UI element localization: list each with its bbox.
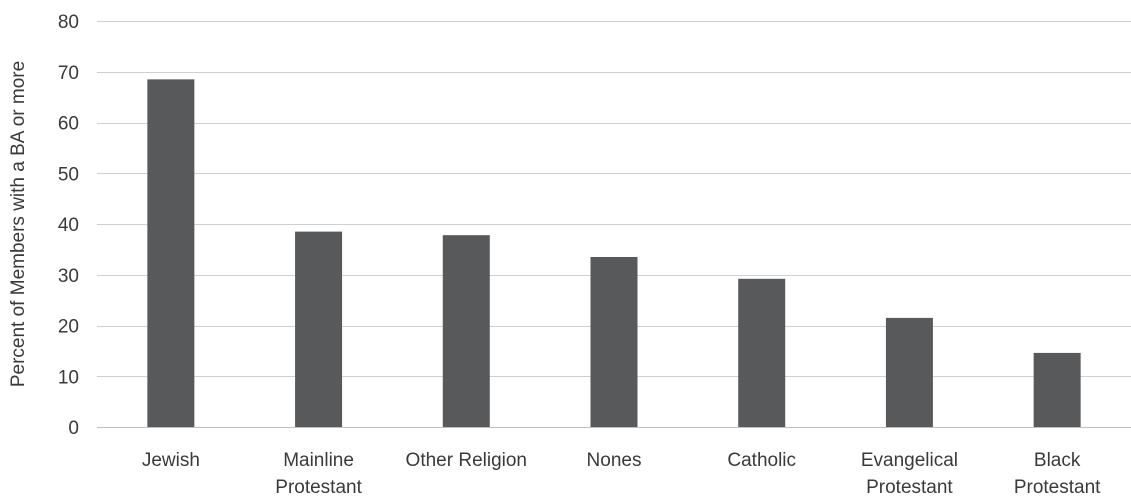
x-axis-categories: Jewish Mainline Protestant Other Religion No… <box>142 450 1101 496</box>
x-category-label: Evangelical Protestant <box>861 450 958 496</box>
x-category-label: Mainline Protestant <box>275 450 362 496</box>
x-category-label: Catholic <box>727 450 796 471</box>
bar <box>1033 352 1081 427</box>
x-category-label: Other Religion <box>406 450 527 471</box>
gridlines <box>97 21 1131 428</box>
bar <box>442 235 490 427</box>
y-tick-label: 50 <box>58 164 79 185</box>
y-tick-label: 10 <box>58 367 79 388</box>
y-tick-label: 40 <box>58 215 79 236</box>
y-tick-label: 70 <box>58 63 79 84</box>
bar <box>295 231 343 427</box>
y-tick-label: 30 <box>58 266 79 287</box>
bar <box>147 79 195 428</box>
y-tick-label: 20 <box>58 317 79 338</box>
x-category-label: Nones <box>587 450 642 471</box>
y-tick-label: 0 <box>68 418 79 439</box>
y-axis-label: Percent of Members with a BA or more <box>8 61 29 387</box>
y-tick-label: 80 <box>58 12 79 33</box>
bar <box>885 317 933 427</box>
bar <box>738 278 786 427</box>
y-axis-ticks: 0 10 20 30 40 50 60 70 80 <box>58 12 79 439</box>
x-category-label: Black Protestant <box>1014 450 1101 496</box>
bar <box>590 256 638 427</box>
y-tick-label: 60 <box>58 114 79 135</box>
x-category-label: Jewish <box>142 450 200 471</box>
bars <box>147 79 1081 428</box>
